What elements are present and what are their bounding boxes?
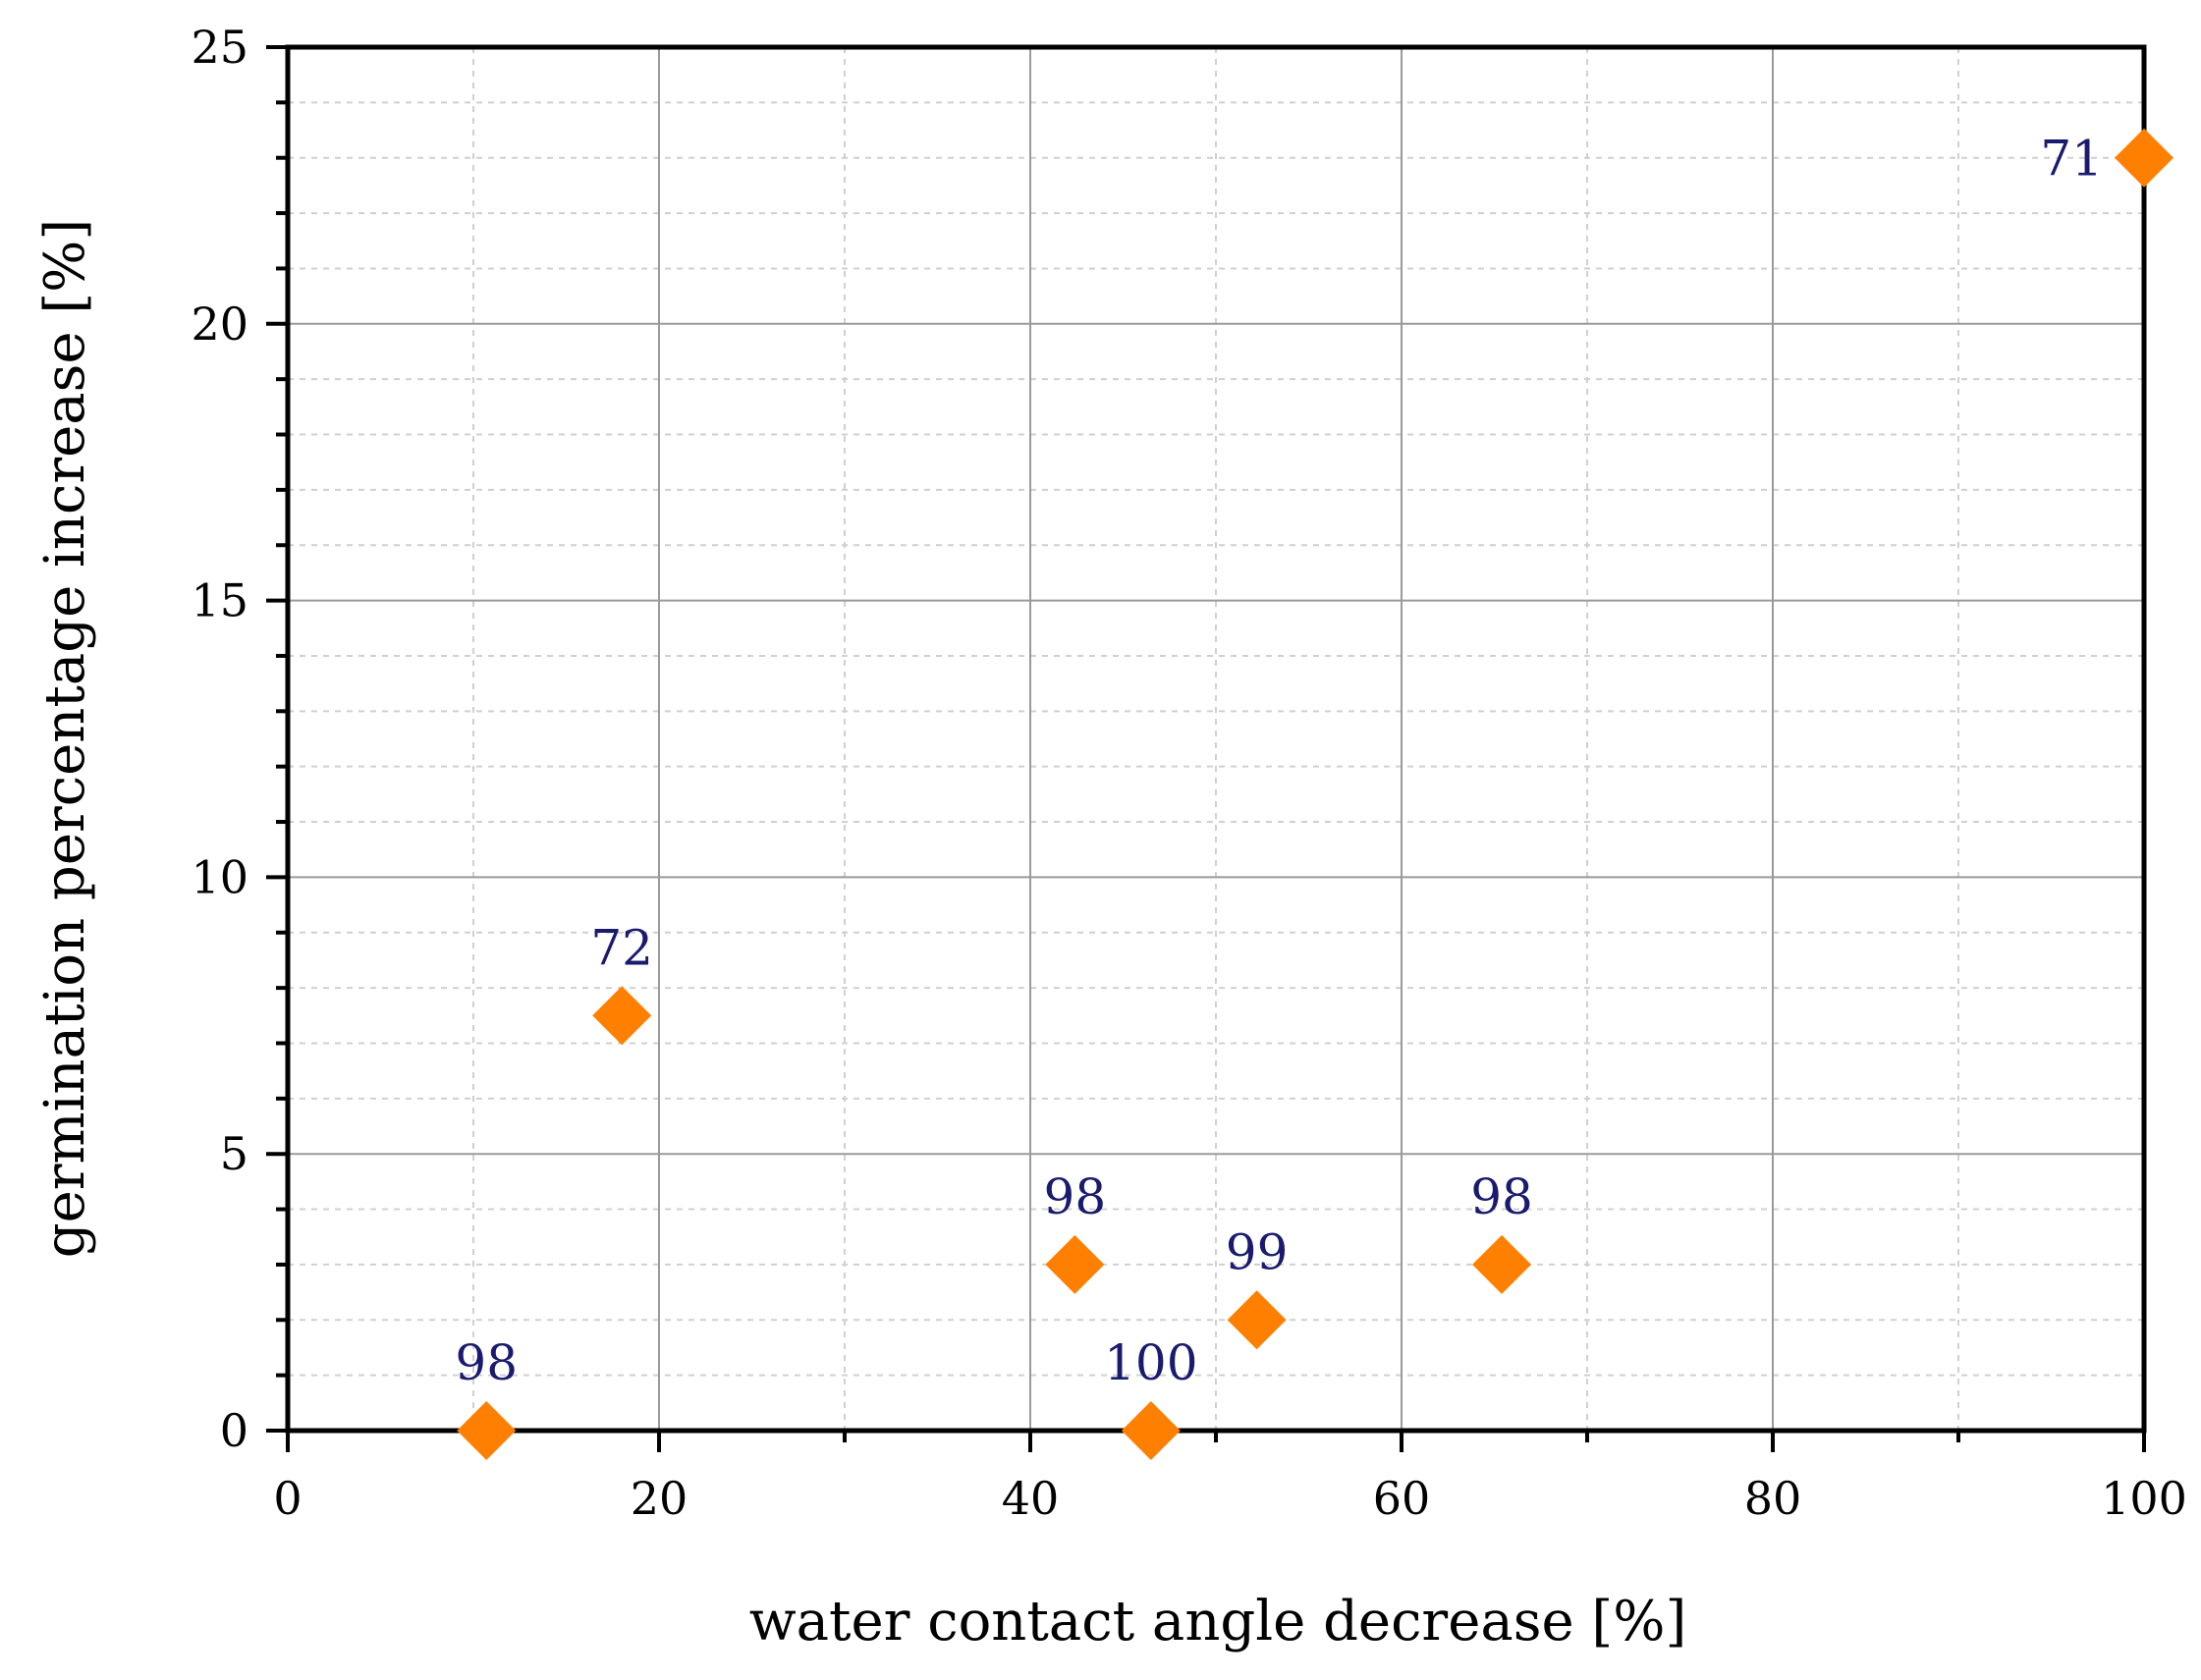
data-point	[1472, 1234, 1532, 1294]
y-tick-label: 20	[191, 298, 248, 351]
data-label: 98	[1044, 1168, 1107, 1225]
data-labels: 98 72 98 100 99 98 71	[455, 131, 2103, 1391]
y-tick-label: 0	[220, 1404, 248, 1457]
x-tick-label: 80	[1744, 1472, 1802, 1525]
data-label: 100	[1104, 1334, 1197, 1391]
data-point	[1121, 1401, 1181, 1460]
data-label: 71	[2040, 131, 2103, 188]
plot-frame	[285, 44, 2147, 1434]
data-point	[592, 986, 652, 1046]
y-tick-label: 15	[191, 574, 248, 627]
x-tick-label: 100	[2101, 1472, 2187, 1525]
x-tick-label: 20	[631, 1472, 688, 1525]
x-tick-label: 0	[273, 1472, 302, 1525]
data-label: 98	[455, 1334, 518, 1391]
y-axis-title: germination percentage increase [%]	[33, 219, 97, 1258]
data-label: 99	[1226, 1223, 1289, 1280]
data-point	[1045, 1234, 1105, 1294]
data-label: 98	[1470, 1168, 1533, 1225]
y-tick-label: 10	[191, 850, 248, 903]
data-point	[457, 1401, 517, 1460]
grid	[288, 47, 2144, 1431]
x-axis-title: water contact angle decrease [%]	[749, 1590, 1687, 1653]
y-tick-label: 5	[220, 1127, 248, 1180]
x-tick-label: 60	[1373, 1472, 1431, 1525]
ticks: 0 5 10 15 20 25 0 20 40 60 80 100	[191, 21, 2186, 1525]
data-label: 72	[590, 919, 653, 976]
axes	[285, 44, 2147, 1434]
data-point	[2115, 128, 2173, 188]
data-point	[1227, 1290, 1287, 1350]
x-tick-label: 40	[1002, 1472, 1060, 1525]
data-points	[457, 128, 2173, 1460]
y-tick-label: 25	[191, 21, 248, 74]
